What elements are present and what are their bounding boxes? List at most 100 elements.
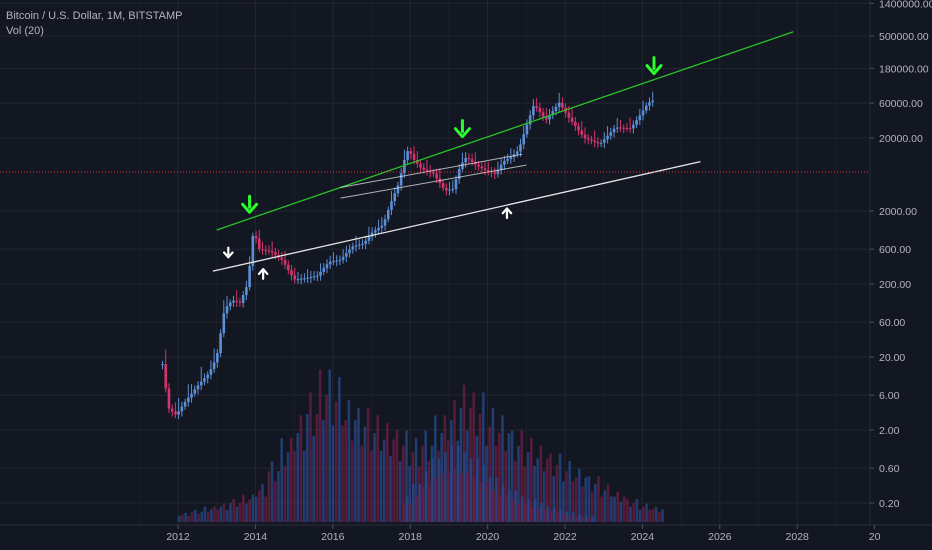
candle-body — [464, 157, 467, 163]
volume-bar — [491, 407, 495, 522]
volume-bar — [203, 506, 207, 522]
candle-body — [525, 124, 529, 135]
volume-bar — [459, 407, 463, 522]
trendline-lower-channel[interactable] — [212, 160, 701, 272]
volume-bar — [408, 504, 412, 522]
volume-bar — [322, 420, 325, 522]
candle-body — [541, 112, 545, 117]
candle-body — [422, 167, 426, 170]
volume-bar — [232, 499, 235, 522]
volume-bar — [418, 483, 422, 522]
volume-bar — [530, 505, 534, 522]
candle-body — [196, 385, 200, 390]
candle-body — [586, 138, 590, 140]
volume-bar — [472, 392, 475, 522]
white-arrow-down-icon[interactable] — [223, 246, 234, 259]
volume-bar — [498, 495, 502, 522]
candle-body — [361, 243, 364, 245]
candle-body — [286, 264, 290, 271]
green-arrow-down-icon[interactable] — [453, 119, 471, 139]
candle-body — [544, 116, 548, 120]
x-tick-label: 2014 — [244, 531, 268, 543]
volume-bar — [584, 515, 588, 522]
volume-bar — [645, 503, 648, 522]
volume-bar — [315, 414, 319, 522]
volume-bar — [286, 452, 290, 522]
white-arrow-up-icon[interactable] — [501, 207, 513, 220]
candle-body — [445, 187, 448, 191]
volume-bar — [495, 477, 498, 522]
volume-bar — [507, 433, 511, 522]
volume-bar — [402, 504, 406, 522]
candle-body — [351, 246, 355, 250]
volume-bar — [405, 430, 408, 522]
indicator-label[interactable]: Vol (20) — [6, 25, 44, 37]
candle-body — [283, 259, 287, 265]
trendline-upper-channel[interactable] — [216, 31, 794, 231]
volume-bar — [415, 495, 418, 522]
candle-body — [248, 265, 251, 288]
candle-body — [296, 279, 300, 281]
symbol-label[interactable]: Bitcoin / U.S. Dollar, 1M, BITSTAMP — [6, 10, 183, 22]
y-tick-label: 6.00 — [879, 390, 900, 402]
candle-body — [364, 240, 367, 244]
volume-bar — [642, 506, 645, 522]
volume-bar — [428, 486, 431, 522]
volume-bar — [456, 445, 460, 522]
volume-bar — [450, 445, 454, 522]
candle-body — [490, 171, 493, 173]
volume-bar — [504, 495, 508, 522]
green-arrow-down-icon[interactable] — [645, 56, 663, 76]
volume-bar — [638, 509, 642, 522]
candle-body — [241, 295, 245, 303]
volume-bar — [280, 438, 283, 522]
volume-bar — [558, 453, 562, 522]
candle-body — [316, 275, 319, 277]
volume-bar — [555, 464, 559, 522]
volume-bar — [613, 496, 616, 522]
candle-body — [338, 259, 342, 261]
white-arrow-up-icon[interactable] — [257, 268, 269, 280]
price-axis[interactable]: 1400000.00 500000.00 180000.00 60000.00 2000… — [869, 0, 932, 550]
candle-body — [174, 411, 177, 415]
trendline-inner-channel-1[interactable] — [340, 153, 523, 188]
volume-bar — [520, 430, 523, 522]
volume-bar — [395, 430, 399, 522]
candle-body — [415, 159, 419, 164]
candle-body — [467, 157, 471, 160]
volume-bar — [216, 509, 219, 522]
volume-bar — [184, 512, 187, 522]
time-axis[interactable]: 2012 2014 2016 2018 2020 2022 2024 2026 2028 20 — [0, 524, 932, 543]
volume-bar — [373, 433, 376, 522]
volume-bar — [344, 420, 347, 522]
candle-body — [383, 219, 387, 226]
volume-bar — [654, 506, 658, 522]
volume-bar — [661, 509, 664, 522]
candle-body — [209, 369, 213, 375]
candle-body — [245, 287, 248, 296]
candle-body — [583, 134, 587, 139]
trendline-inner-channel-2[interactable] — [340, 164, 527, 199]
volume-bar — [510, 430, 514, 522]
candle-body — [503, 160, 506, 165]
grid — [0, 0, 876, 525]
volume-bar — [600, 496, 603, 522]
x-tick-label: 2020 — [476, 531, 500, 543]
volume-bar — [219, 506, 223, 522]
volume-bar — [542, 471, 546, 522]
y-tick-label: 60.00 — [879, 317, 905, 329]
volume-bar — [559, 509, 562, 522]
candle-body — [509, 156, 513, 159]
candle-body — [409, 151, 413, 155]
candle-body — [593, 140, 596, 143]
volume-bar — [603, 490, 607, 522]
green-arrow-down-icon[interactable] — [241, 194, 259, 214]
candle-body — [638, 115, 642, 121]
candle-body — [187, 397, 190, 402]
candle-body — [354, 245, 358, 247]
volume-bar — [571, 481, 575, 522]
volume-bar — [501, 415, 504, 522]
volume-bar — [360, 445, 363, 522]
candle-body — [535, 106, 538, 108]
